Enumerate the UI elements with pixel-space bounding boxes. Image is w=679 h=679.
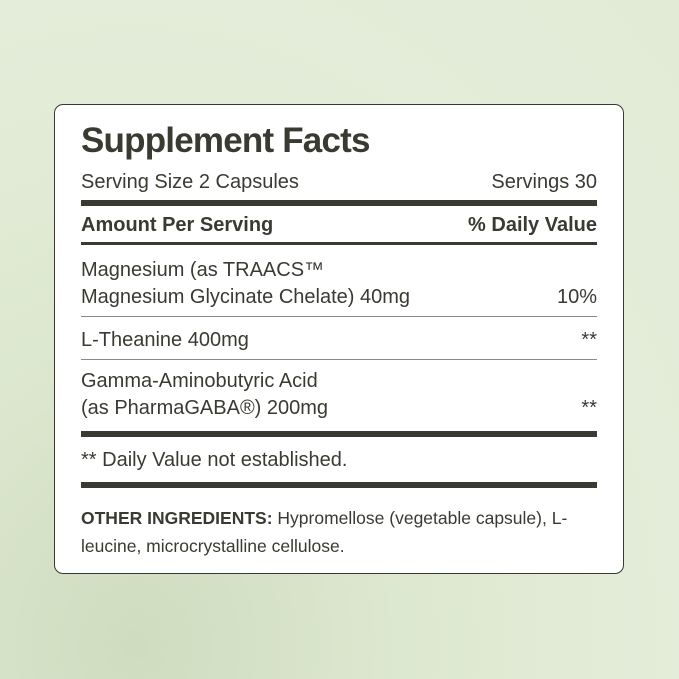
serving-size: Serving Size 2 Capsules [81, 171, 299, 193]
ingredient-dv: ** [581, 397, 597, 419]
other-ingredients: OTHER INGREDIENTS: Hypromellose (vegetab… [81, 504, 581, 560]
ingredient-name: Gamma-Aminobutyric Acid [81, 370, 318, 392]
ingredient-name: L-Theanine 400mg [81, 329, 249, 351]
supplement-facts-panel: Supplement Facts Serving Size 2 Capsules… [54, 104, 624, 574]
daily-value-header: % Daily Value [468, 214, 597, 236]
servings-count: Servings 30 [491, 171, 597, 193]
panel-title: Supplement Facts [81, 121, 370, 160]
ingredient-name: Magnesium (as TRAACS™ [81, 259, 325, 281]
thick-divider [81, 431, 597, 437]
ingredient-dv: 10% [556, 286, 597, 308]
ingredient-dv: ** [581, 329, 597, 351]
thin-divider [81, 359, 597, 360]
ingredient-name-cont: (as PharmaGABA®) 200mg [81, 397, 329, 419]
thick-divider [81, 200, 597, 206]
other-ingredients-text: Hypromellose (vegetable capsule), L-leuc… [81, 508, 568, 556]
amount-header: Amount Per Serving [81, 214, 274, 236]
thin-divider [81, 316, 597, 317]
thick-divider [81, 482, 597, 488]
ingredient-name-cont: Magnesium Glycinate Chelate) 40mg [81, 286, 411, 308]
footnote: ** Daily Value not established. [81, 449, 348, 471]
other-ingredients-label: OTHER INGREDIENTS: [81, 508, 273, 528]
medium-divider [81, 242, 597, 245]
